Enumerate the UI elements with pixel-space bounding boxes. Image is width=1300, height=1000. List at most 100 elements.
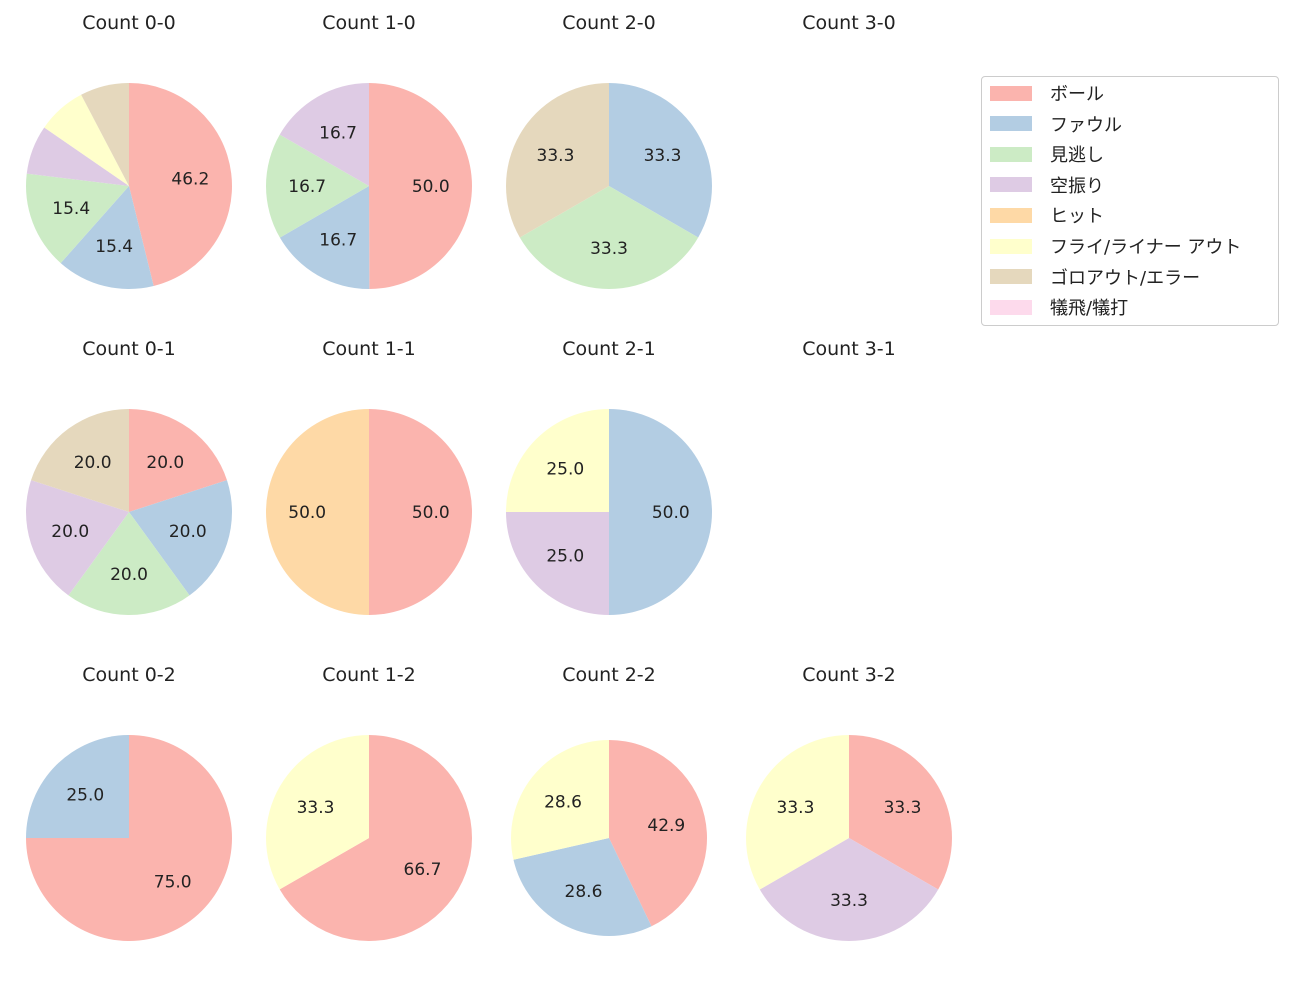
pie-slice [369, 409, 472, 615]
slice-label: 75.0 [154, 873, 192, 893]
legend-item: ゴロアウト/エラー [990, 267, 1200, 289]
slice-label: 33.3 [644, 146, 682, 166]
pie-slice [68, 512, 190, 615]
pie-slice [609, 83, 712, 238]
pie-slice [26, 127, 130, 186]
legend-swatch [990, 238, 1032, 254]
slice-label: 33.3 [297, 798, 335, 818]
legend-item: フライ/ライナー アウト [990, 236, 1241, 258]
pie-title: Count 3-0 [802, 12, 896, 34]
slice-label: 25.0 [546, 547, 584, 567]
legend-swatch [990, 269, 1032, 285]
pie-count-2-1: Count 2-1 50.0 25.0 25.0 [506, 338, 712, 615]
legend-swatch [990, 299, 1032, 315]
pie-title: Count 0-0 [82, 12, 176, 34]
slice-label: 25.0 [546, 459, 584, 479]
slice-label: 46.2 [171, 170, 209, 190]
slice-label: 66.7 [404, 860, 442, 880]
pie-slice [279, 735, 472, 941]
legend-swatch [990, 116, 1032, 132]
pie-slice [129, 480, 232, 596]
pie-slice [369, 83, 472, 289]
pie-count-0-0: Count 0-0 46.2 15.415.4 [26, 12, 233, 290]
slice-label: 50.0 [288, 503, 326, 523]
pie-slice [266, 409, 369, 615]
slice-label: 25.0 [66, 785, 104, 805]
pie-slice [44, 94, 129, 186]
pie-count-3-2: Count 3-2 33.3 33.3 33.3 [745, 664, 952, 941]
pie-slice [506, 83, 609, 238]
pie-slice [759, 838, 939, 941]
legend-label: ヒット [1050, 206, 1104, 228]
legend-label: 見逃し [1050, 145, 1104, 167]
pie-slice [26, 173, 130, 264]
pie-slice [506, 409, 609, 512]
pie-slice [129, 83, 233, 287]
pie-slice [26, 480, 129, 596]
slice-label: 20.0 [51, 522, 89, 542]
legend-item: ヒット [990, 205, 1104, 228]
pie-count-1-2: Count 1-2 66.7 33.3 [266, 664, 472, 941]
legend-label: ファウル [1050, 114, 1122, 136]
slice-label: 42.9 [647, 816, 685, 836]
pie-title: Count 0-2 [82, 664, 176, 686]
slice-label: 20.0 [169, 522, 207, 542]
slice-label: 28.6 [565, 882, 603, 902]
pie-title: Count 1-0 [322, 12, 416, 34]
slice-label: 15.4 [95, 237, 133, 257]
pie-title: Count 2-0 [562, 12, 656, 34]
pie-slice [506, 512, 609, 615]
legend-swatch [990, 177, 1032, 193]
pie-slice [849, 735, 952, 890]
slice-label: 50.0 [652, 503, 690, 523]
pie-count-0-2: Count 0-2 75.0 25.0 [26, 664, 232, 941]
legend-swatch [990, 85, 1032, 101]
slice-label: 33.3 [777, 798, 815, 818]
pie-count-1-0: Count 1-0 50.0 16.7 16.7 16.7 [266, 12, 472, 289]
legend-item: 見逃し [990, 144, 1104, 167]
pie-slice [513, 838, 652, 936]
legend-item: 空振り [990, 175, 1104, 197]
slice-label: 15.4 [52, 199, 90, 219]
legend-item: ボール [990, 83, 1104, 105]
slice-label: 33.3 [884, 798, 922, 818]
pie-slice [745, 735, 849, 890]
pie-title: Count 1-1 [322, 338, 416, 360]
slice-label: 50.0 [412, 177, 450, 197]
pie-slice [609, 409, 712, 615]
legend-label: 空振り [1050, 175, 1104, 197]
slice-label: 16.7 [319, 231, 357, 251]
legend-swatch [990, 207, 1032, 223]
pie-slice [511, 740, 609, 860]
slice-label: 20.0 [74, 453, 112, 473]
pie-title: Count 0-1 [82, 338, 176, 360]
slice-label: 33.3 [537, 146, 575, 166]
legend-label: ボール [1050, 84, 1104, 105]
pie-slice [81, 83, 129, 186]
pie-count-2-2: Count 2-2 42.9 28.6 28.6 [511, 664, 708, 936]
pie-count-3-1: Count 3-1 [802, 338, 896, 360]
legend-label: 犠飛/犠打 [1050, 298, 1129, 320]
slice-label: 33.3 [830, 891, 868, 911]
pie-slice [266, 735, 369, 890]
pie-count-0-1: Count 0-1 20.0 20.0 20.0 20.0 20.0 [26, 338, 232, 615]
slice-label: 28.6 [544, 792, 582, 812]
legend-item: ファウル [990, 114, 1122, 136]
pie-title: Count 2-2 [562, 664, 656, 686]
slice-label: 16.7 [288, 177, 326, 197]
slice-label: 20.0 [146, 453, 184, 473]
pie-count-2-0: Count 2-0 33.3 33.3 33.3 [506, 12, 712, 289]
pie-slice [26, 735, 129, 838]
slice-label: 16.7 [319, 123, 357, 143]
legend-swatch [990, 146, 1032, 162]
pie-slice [609, 740, 708, 927]
pie-slice [129, 409, 227, 512]
pie-count-3-0: Count 3-0 [802, 12, 896, 34]
pie-title: Count 3-1 [802, 338, 896, 360]
legend-item: 犠飛/犠打 [990, 297, 1129, 320]
slice-label: 20.0 [110, 565, 148, 585]
pie-slice [266, 134, 369, 238]
pie-slice [60, 186, 154, 290]
legend: ボールファウル見逃し空振りヒットフライ/ライナー アウト ゴロアウト/エラー犠飛/… [981, 76, 1279, 326]
